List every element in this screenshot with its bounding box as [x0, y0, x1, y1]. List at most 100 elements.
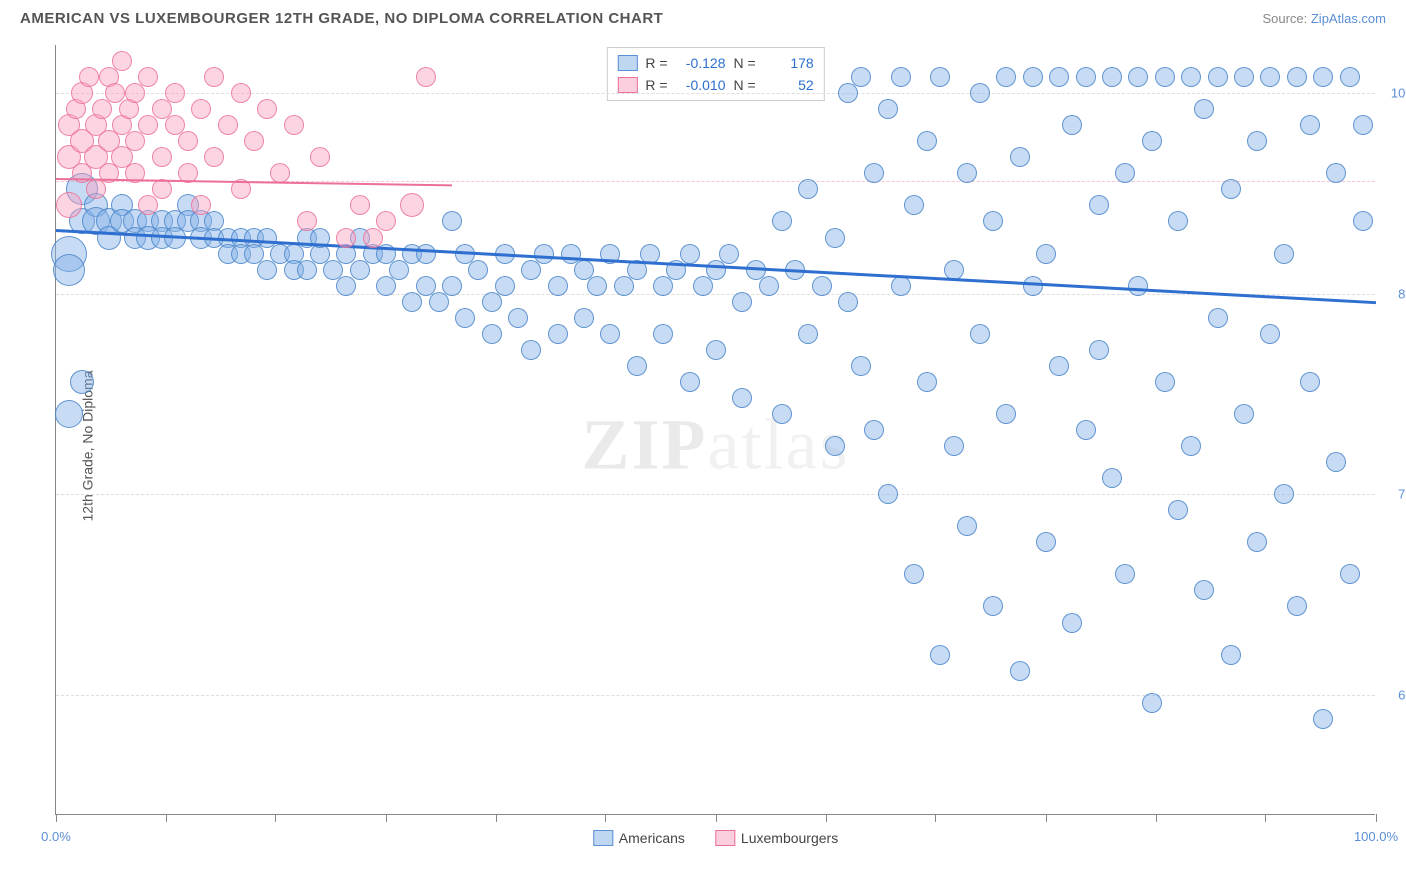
data-point-luxembourgers — [125, 83, 145, 103]
data-point-americans — [983, 211, 1003, 231]
data-point-americans — [1089, 340, 1109, 360]
n-label: N = — [734, 77, 756, 93]
data-point-luxembourgers — [218, 115, 238, 135]
data-point-luxembourgers — [350, 195, 370, 215]
data-point-americans — [944, 436, 964, 456]
data-point-americans — [680, 372, 700, 392]
data-point-americans — [1049, 67, 1069, 87]
data-point-americans — [1260, 324, 1280, 344]
data-point-americans — [402, 292, 422, 312]
data-point-americans — [1287, 67, 1307, 87]
xtick — [496, 814, 497, 822]
xtick — [716, 814, 717, 822]
data-point-americans — [798, 179, 818, 199]
data-point-americans — [1023, 67, 1043, 87]
data-point-americans — [1168, 211, 1188, 231]
data-point-americans — [442, 211, 462, 231]
data-point-luxembourgers — [79, 67, 99, 87]
data-point-luxembourgers — [92, 99, 112, 119]
data-point-americans — [1181, 436, 1201, 456]
xtick — [1156, 814, 1157, 822]
data-point-americans — [917, 372, 937, 392]
ytick-label: 100.0% — [1380, 86, 1406, 101]
data-point-americans — [1076, 67, 1096, 87]
trend-line-luxembourgers — [56, 178, 452, 186]
data-point-americans — [350, 260, 370, 280]
data-point-americans — [1076, 420, 1096, 440]
data-point-luxembourgers — [244, 131, 264, 151]
swatch-blue — [617, 55, 637, 71]
watermark: ZIPatlas — [582, 403, 850, 486]
data-point-luxembourgers — [416, 67, 436, 87]
data-point-americans — [719, 244, 739, 264]
scatter-chart: ZIPatlas R = -0.128 N = 178 R = -0.010 N… — [55, 45, 1375, 815]
data-point-americans — [376, 276, 396, 296]
r-label: R = — [645, 77, 667, 93]
data-point-americans — [693, 276, 713, 296]
data-point-americans — [1208, 67, 1228, 87]
r-value-americans: -0.128 — [676, 55, 726, 71]
n-value-lux: 52 — [764, 77, 814, 93]
data-point-americans — [521, 340, 541, 360]
data-point-americans — [614, 276, 634, 296]
legend-item-luxembourgers: Luxembourgers — [715, 830, 838, 846]
data-point-americans — [1221, 179, 1241, 199]
data-point-americans — [1102, 67, 1122, 87]
xtick — [166, 814, 167, 822]
data-point-americans — [653, 324, 673, 344]
data-point-americans — [336, 276, 356, 296]
source-link[interactable]: ZipAtlas.com — [1311, 11, 1386, 26]
data-point-americans — [1274, 244, 1294, 264]
data-point-americans — [772, 404, 792, 424]
data-point-americans — [1287, 596, 1307, 616]
r-value-lux: -0.010 — [676, 77, 726, 93]
data-point-americans — [1208, 308, 1228, 328]
data-point-luxembourgers — [138, 67, 158, 87]
legend-label: Americans — [619, 830, 685, 846]
data-point-americans — [416, 244, 436, 264]
data-point-americans — [864, 163, 884, 183]
data-point-luxembourgers — [191, 195, 211, 215]
gridline-h — [56, 294, 1375, 295]
chart-title: AMERICAN VS LUXEMBOURGER 12TH GRADE, NO … — [20, 10, 663, 27]
data-point-americans — [812, 276, 832, 296]
data-point-americans — [772, 211, 792, 231]
data-point-americans — [521, 260, 541, 280]
data-point-americans — [508, 308, 528, 328]
r-label: R = — [645, 55, 667, 71]
data-point-americans — [996, 67, 1016, 87]
data-point-luxembourgers — [138, 195, 158, 215]
legend-item-americans: Americans — [593, 830, 685, 846]
data-point-americans — [1102, 468, 1122, 488]
gridline-h — [56, 93, 1375, 94]
data-point-americans — [1155, 372, 1175, 392]
data-point-luxembourgers — [310, 147, 330, 167]
n-label: N = — [734, 55, 756, 71]
xtick — [1046, 814, 1047, 822]
source-prefix: Source: — [1262, 11, 1310, 26]
data-point-americans — [798, 324, 818, 344]
data-point-americans — [1313, 709, 1333, 729]
data-point-americans — [1194, 580, 1214, 600]
data-point-americans — [930, 645, 950, 665]
data-point-americans — [1062, 613, 1082, 633]
data-point-americans — [970, 83, 990, 103]
data-point-luxembourgers — [165, 83, 185, 103]
data-point-americans — [732, 292, 752, 312]
data-point-americans — [1089, 195, 1109, 215]
ytick-label: 87.5% — [1380, 286, 1406, 301]
data-point-americans — [891, 67, 911, 87]
source-attribution: Source: ZipAtlas.com — [1262, 11, 1386, 26]
data-point-americans — [1115, 163, 1135, 183]
data-point-americans — [257, 260, 277, 280]
data-point-americans — [1181, 67, 1201, 87]
data-point-americans — [1300, 372, 1320, 392]
data-point-luxembourgers — [336, 228, 356, 248]
data-point-americans — [970, 324, 990, 344]
data-point-americans — [548, 276, 568, 296]
data-point-americans — [1062, 115, 1082, 135]
ytick-label: 62.5% — [1380, 687, 1406, 702]
data-point-americans — [70, 370, 94, 394]
data-point-americans — [429, 292, 449, 312]
data-point-americans — [1128, 276, 1148, 296]
